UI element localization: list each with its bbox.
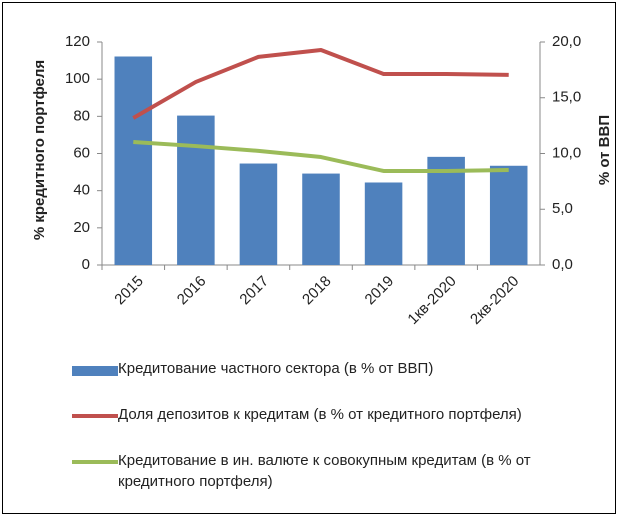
bar (114, 56, 153, 266)
x-tick-label: 2015 (111, 273, 147, 309)
y2-axis-label: % от ВВП (596, 115, 613, 185)
y2-tick-label: 0,0 (552, 256, 573, 273)
x-tick-label: 2кв-2020 (467, 273, 522, 328)
line (133, 139, 509, 173)
y2-tick-label: 5,0 (552, 200, 573, 217)
y-tick-label: 60 (73, 144, 90, 161)
y-axis-label: % кредитного портфеля (31, 60, 48, 240)
y-tick-label: 100 (65, 70, 90, 87)
legend-label: Кредитование частного сектора (в % от ВВ… (118, 360, 434, 377)
y2-tick-label: 15,0 (552, 89, 581, 106)
legend-swatch (72, 414, 118, 418)
legend: Кредитование частного сектора (в % от ВВ… (72, 358, 612, 517)
x-tick-label: 2016 (174, 273, 210, 309)
legend-item: Кредитование в ин. валюте к совокупным к… (72, 450, 612, 492)
bar (302, 173, 340, 265)
legend-item: Кредитование частного сектора (в % от ВВ… (72, 358, 612, 379)
x-tick-label: 2019 (362, 273, 398, 309)
y-tick-label: 40 (73, 182, 90, 199)
legend-item: Доля депозитов к кредитам (в % от кредит… (72, 404, 612, 425)
legend-label: Кредитование в ин. валюте к совокупным к… (118, 452, 531, 490)
bar (364, 182, 403, 265)
y2-tick-label: 10,0 (552, 144, 581, 161)
frame (2, 2, 616, 514)
bar (427, 156, 465, 265)
y-tick-label: 0 (82, 256, 90, 273)
x-tick-label: 1кв-2020 (404, 273, 459, 328)
legend-label: Доля депозитов к кредитам (в % от кредит… (118, 406, 522, 423)
bar (239, 163, 278, 265)
y2-tick-label: 20,0 (552, 33, 581, 50)
legend-swatch (72, 366, 118, 376)
legend-swatch (72, 460, 118, 464)
line (132, 47, 509, 120)
y-tick-label: 120 (65, 33, 90, 50)
bar (177, 115, 215, 265)
x-tick-label: 2018 (299, 273, 335, 309)
y-tick-label: 80 (73, 107, 90, 124)
bar (489, 165, 528, 265)
x-tick-label: 2017 (236, 273, 272, 309)
y-tick-label: 20 (73, 219, 90, 236)
